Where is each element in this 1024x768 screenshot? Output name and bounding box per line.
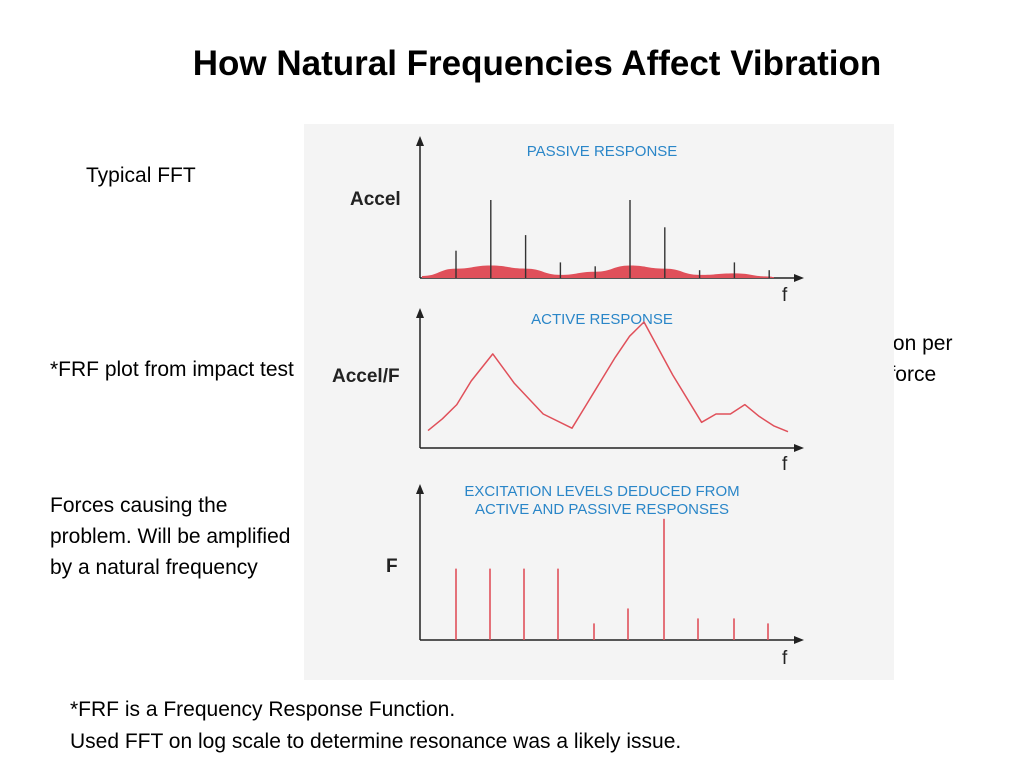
slide-title: How Natural Frequencies Affect Vibration: [192, 44, 882, 83]
passive-y-label: Accel: [350, 189, 401, 210]
excitation-y-arrow: [416, 484, 424, 494]
vibration-figure-svg: PASSIVE RESPONSE Accel f ACTIVE RESPONSE Acc…: [332, 136, 804, 669]
passive-floor-area: [422, 265, 774, 278]
active-x-label: f: [782, 454, 788, 475]
excitation-title-line-2: ACTIVE AND PASSIVE RESPONSES: [475, 501, 729, 518]
frf-note: *FRF plot from impact test: [50, 358, 294, 381]
footer-line-2: Used FFT on log scale to determine reson…: [70, 730, 682, 753]
excitation-x-arrow: [794, 636, 804, 644]
passive-y-arrow: [416, 136, 424, 146]
active-y-arrow: [416, 308, 424, 318]
excitation-title-line-1: EXCITATION LEVELS DEDUCED FROM: [464, 483, 739, 500]
footer-line-1: *FRF is a Frequency Response Function.: [70, 698, 456, 721]
active-response-title: ACTIVE RESPONSE: [531, 311, 673, 328]
excitation-x-label: f: [782, 648, 788, 669]
vibration-figure: PASSIVE RESPONSE Accel f ACTIVE RESPONSE Acc…: [304, 124, 894, 680]
passive-response-title: PASSIVE RESPONSE: [527, 143, 678, 160]
footer-notes: *FRF is a Frequency Response Function. U…: [70, 694, 681, 758]
forces-note: Forces causing the problem. Will be ampl…: [50, 494, 291, 579]
passive-x-label: f: [782, 285, 788, 306]
frf-curve: [427, 321, 789, 433]
active-y-label: Accel/F: [332, 366, 400, 387]
typical-fft-note: Typical FFT: [86, 164, 196, 187]
passive-x-arrow: [794, 274, 804, 282]
excitation-y-label: F: [386, 556, 398, 577]
active-x-arrow: [794, 444, 804, 452]
